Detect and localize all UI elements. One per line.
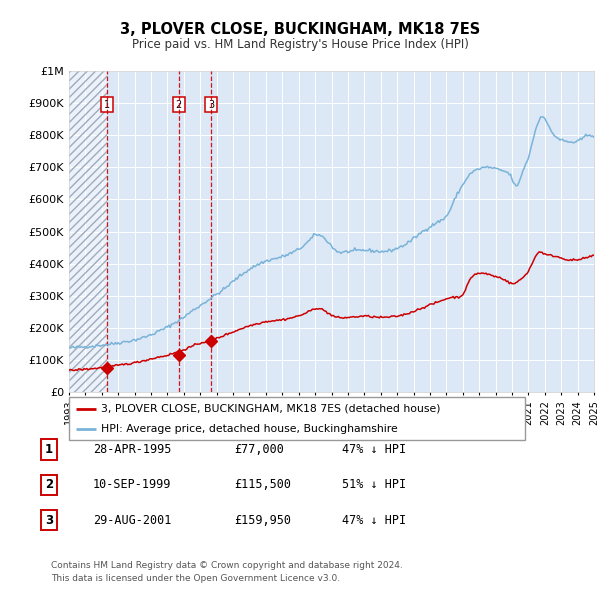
Text: Contains HM Land Registry data © Crown copyright and database right 2024.
This d: Contains HM Land Registry data © Crown c…: [51, 562, 403, 583]
Bar: [69, 71, 107, 392]
Text: 47% ↓ HPI: 47% ↓ HPI: [342, 443, 406, 456]
Text: Price paid vs. HM Land Registry's House Price Index (HPI): Price paid vs. HM Land Registry's House …: [131, 38, 469, 51]
Text: 51% ↓ HPI: 51% ↓ HPI: [342, 478, 406, 491]
Text: £77,000: £77,000: [234, 443, 284, 456]
Text: 3: 3: [208, 100, 214, 110]
Text: 2: 2: [45, 478, 53, 491]
Text: £115,500: £115,500: [234, 478, 291, 491]
Text: 3, PLOVER CLOSE, BUCKINGHAM, MK18 7ES: 3, PLOVER CLOSE, BUCKINGHAM, MK18 7ES: [120, 22, 480, 37]
FancyBboxPatch shape: [41, 475, 58, 495]
Text: 3, PLOVER CLOSE, BUCKINGHAM, MK18 7ES (detached house): 3, PLOVER CLOSE, BUCKINGHAM, MK18 7ES (d…: [101, 404, 440, 414]
FancyBboxPatch shape: [69, 397, 525, 440]
Bar: [69, 71, 107, 392]
Text: 1: 1: [45, 443, 53, 456]
Text: 2: 2: [176, 100, 182, 110]
Text: HPI: Average price, detached house, Buckinghamshire: HPI: Average price, detached house, Buck…: [101, 424, 398, 434]
FancyBboxPatch shape: [41, 440, 58, 460]
Text: 28-APR-1995: 28-APR-1995: [93, 443, 172, 456]
FancyBboxPatch shape: [41, 510, 58, 530]
Text: 3: 3: [45, 514, 53, 527]
Text: 47% ↓ HPI: 47% ↓ HPI: [342, 514, 406, 527]
Text: 29-AUG-2001: 29-AUG-2001: [93, 514, 172, 527]
Text: £159,950: £159,950: [234, 514, 291, 527]
Text: 1: 1: [104, 100, 110, 110]
Text: 10-SEP-1999: 10-SEP-1999: [93, 478, 172, 491]
